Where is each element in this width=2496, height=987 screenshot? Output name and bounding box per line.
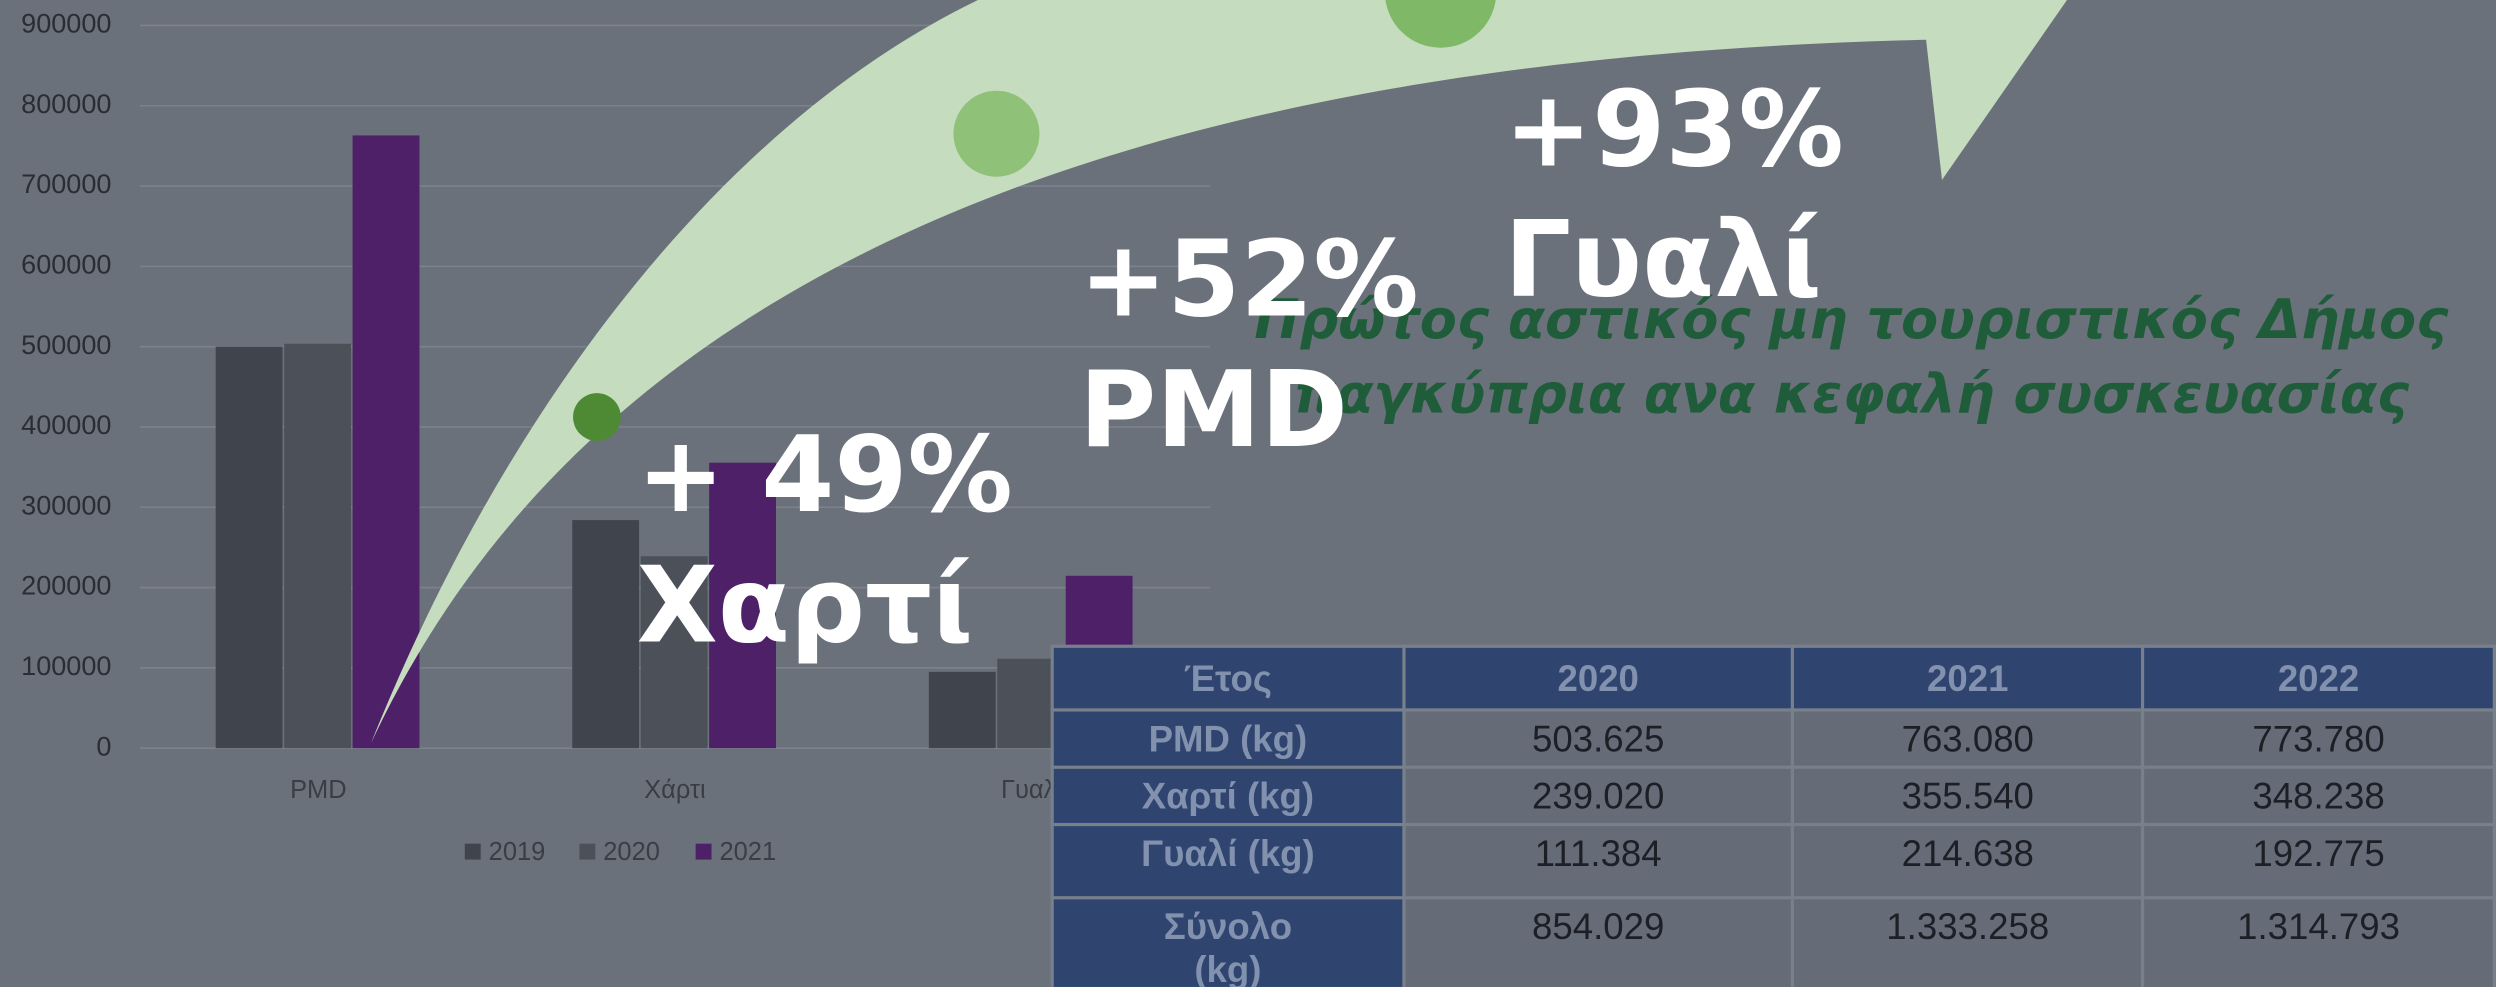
header-cell: 2020 bbox=[1402, 644, 1795, 712]
data-table: Έτος 2020 2021 2022 PMD (kg) 503.625 763… bbox=[1050, 644, 2496, 987]
bar bbox=[215, 346, 283, 749]
bar bbox=[709, 462, 777, 749]
cell: 214.638 bbox=[1791, 822, 2145, 900]
annotation-change: +52% bbox=[1079, 217, 1418, 340]
row-head: Χαρτί (kg) bbox=[1050, 765, 1406, 827]
legend-label: 2019 bbox=[489, 838, 546, 866]
annotation-label: Χαρτί bbox=[637, 544, 973, 667]
y-tick-label: 200000 bbox=[21, 571, 111, 601]
dot bbox=[573, 393, 621, 441]
header-cell: Έτος bbox=[1050, 644, 1406, 712]
cell: 348.238 bbox=[2141, 765, 2496, 827]
cell: 773.780 bbox=[2141, 708, 2496, 769]
row-head: PMD (kg) bbox=[1050, 708, 1406, 769]
y-tick-label: 300000 bbox=[21, 490, 111, 520]
bar bbox=[928, 671, 996, 749]
table-header: Έτος 2020 2021 2022 bbox=[1050, 644, 2496, 712]
annotation-label: Γυαλί bbox=[1504, 198, 1821, 321]
legend-label: 2020 bbox=[603, 838, 660, 866]
cell: 111.384 bbox=[1402, 822, 1795, 900]
bar bbox=[640, 556, 708, 749]
y-tick-label: 600000 bbox=[21, 250, 111, 280]
table-row: Χαρτί (kg) 239.020 355.540 348.238 bbox=[1050, 765, 2496, 827]
headline: Πρώτος αστικός μη τουριστικός Δήμος bbox=[1254, 288, 2449, 351]
legend-swatch bbox=[464, 843, 481, 860]
y-tick-label: 100000 bbox=[21, 651, 111, 681]
annotation-change: +93% bbox=[1504, 68, 1843, 191]
table-row: Γυαλί (kg) 111.384 214.638 192.775 bbox=[1050, 822, 2496, 900]
legend-label: 2021 bbox=[719, 838, 776, 866]
table-row: PMD (kg) 503.625 763.080 773.780 bbox=[1050, 708, 2496, 769]
legend-swatch bbox=[695, 843, 712, 860]
annotation-change: + 49% bbox=[637, 413, 1013, 536]
bar bbox=[284, 343, 351, 749]
y-tick-label: 500000 bbox=[21, 330, 111, 360]
dot bbox=[1385, 0, 1496, 48]
cell: 503.625 bbox=[1402, 708, 1795, 769]
legend-swatch bbox=[579, 843, 596, 860]
cell: 763.080 bbox=[1791, 708, 2145, 769]
row-head: Γυαλί (kg) bbox=[1050, 822, 1406, 900]
cell: 192.775 bbox=[2141, 822, 2496, 900]
annotation-label: PMD bbox=[1079, 348, 1348, 471]
header-cell: 2021 bbox=[1791, 644, 2145, 712]
cell: 1.333.258 bbox=[1791, 896, 2145, 987]
row-head: Σύνολο (kg) bbox=[1050, 896, 1406, 987]
cell: 854.029 bbox=[1402, 896, 1795, 987]
headline: παγκύπρια ανα κεφαλή συσκευασίας bbox=[1293, 363, 2410, 426]
bar bbox=[352, 135, 420, 749]
cell: 1.314.793 bbox=[2141, 896, 2496, 987]
y-tick-label: 700000 bbox=[21, 169, 111, 199]
bar bbox=[572, 520, 640, 749]
y-tick-label: 400000 bbox=[21, 410, 111, 440]
y-tick-label: 900000 bbox=[21, 9, 111, 39]
table-row: Σύνολο (kg) 854.029 1.333.258 1.314.793 bbox=[1050, 896, 2496, 987]
x-tick-label: PMD bbox=[290, 776, 347, 804]
dot bbox=[953, 90, 1040, 177]
cell: 355.540 bbox=[1791, 765, 2145, 827]
growth-arrow bbox=[370, 0, 2067, 744]
header-cell: 2022 bbox=[2141, 644, 2496, 712]
x-tick-label: Χάρτι bbox=[644, 776, 706, 804]
y-tick-label: 800000 bbox=[21, 89, 111, 119]
cell: 239.020 bbox=[1402, 765, 1795, 827]
y-tick-label: 0 bbox=[96, 731, 111, 761]
